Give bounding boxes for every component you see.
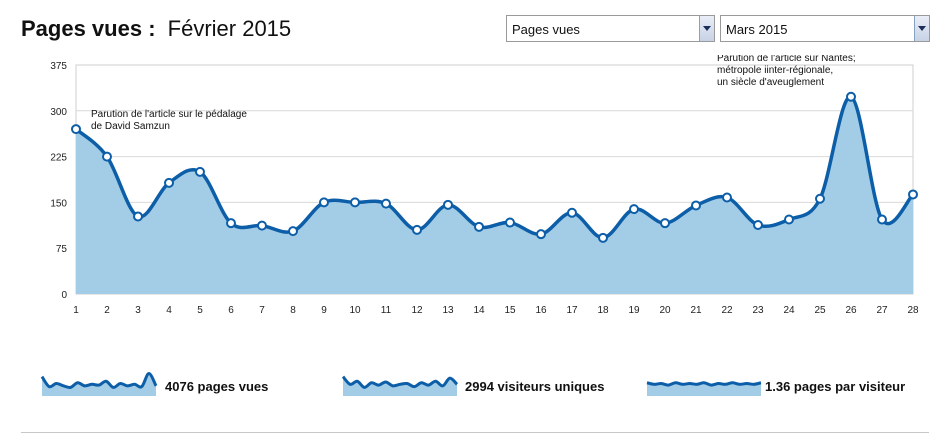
x-tick-label: 9 [321,305,327,316]
x-tick-label: 8 [290,305,296,316]
data-point [319,197,329,208]
pages-per-visitor-sparkline [646,381,762,396]
x-tick-label: 26 [845,305,857,316]
x-tick-label: 3 [135,305,141,316]
x-tick-label: 1 [73,305,79,316]
footer-divider [21,432,929,433]
x-tick-label: 13 [442,305,454,316]
annotation-text: métropole iinter-régionale, [717,65,833,76]
x-tick-label: 20 [659,305,671,316]
y-tick-label: 0 [61,290,67,301]
page-title-label: Pages vues : [21,16,156,41]
data-point [350,197,360,208]
data-point [877,214,887,225]
stat-pageviews-label: 4076 pages vues [165,379,269,394]
data-point [102,151,112,162]
chevron-down-icon [918,26,926,31]
data-point [846,91,856,102]
metric-select-dropdown-button[interactable] [699,16,714,41]
x-tick-label: 28 [907,305,919,316]
x-tick-label: 19 [628,305,640,316]
annotation-text: un siècle d'aveuglement [717,77,824,88]
x-tick-label: 14 [473,305,485,316]
y-tick-label: 150 [50,198,67,209]
x-tick-label: 21 [690,305,702,316]
data-point [412,224,422,235]
annotation-text: Parution de l'article sur le pédalage [91,109,247,120]
stat-visitors-label: 2994 visiteurs uniques [465,379,605,394]
page-title: Pages vues : Février 2015 [21,16,291,42]
y-tick-label: 75 [56,244,68,255]
data-point [784,214,794,225]
month-select-value: Mars 2015 [726,22,788,37]
data-point [660,218,670,229]
sparkline-line [646,381,762,387]
data-point [536,229,546,240]
page-title-month: Février 2015 [167,16,292,41]
x-tick-label: 16 [535,305,547,316]
data-point [629,204,639,215]
x-tick-label: 17 [566,305,578,316]
x-tick-label: 24 [783,305,795,316]
x-tick-label: 2 [104,305,110,316]
data-point [226,218,236,229]
data-point [164,177,174,188]
x-tick-label: 10 [349,305,361,316]
x-tick-label: 15 [504,305,516,316]
sparkline-area [647,382,761,396]
data-point [381,198,391,209]
data-point [257,220,267,231]
x-tick-label: 4 [166,305,172,316]
x-tick-label: 6 [228,305,234,316]
visitors-sparkline [341,375,459,396]
x-tick-label: 12 [411,305,423,316]
data-point [71,124,81,135]
annotation-text: de David Samzun [91,121,170,132]
sparkline-line [40,372,158,389]
data-point [908,189,918,200]
series-area [76,96,913,295]
data-point [567,207,577,218]
y-tick-label: 225 [50,153,67,164]
x-tick-label: 22 [721,305,733,316]
chevron-down-icon [703,26,711,31]
stat-pages-per-visitor-label: 1.36 pages par visiteur [765,379,906,394]
annotation-text: Parution de l'article sur Nantes; [717,55,856,64]
x-tick-label: 5 [197,305,203,316]
x-tick-label: 11 [381,305,392,316]
data-point [133,211,143,222]
data-point [815,193,825,204]
metric-select-value: Pages vues [512,22,580,37]
sparkline-area [343,376,457,396]
month-select-dropdown-button[interactable] [914,16,929,41]
data-point [505,217,515,228]
x-tick-label: 27 [876,305,888,316]
data-point [753,219,763,230]
y-tick-label: 375 [50,61,67,72]
data-point [195,166,205,177]
sparkline-line [341,375,459,389]
data-point [474,221,484,232]
y-tick-label: 300 [50,107,67,118]
x-tick-label: 7 [259,305,265,316]
x-tick-label: 23 [752,305,764,316]
data-point [288,226,298,237]
data-point [691,200,701,211]
metric-select[interactable]: Pages vues [506,15,715,42]
month-select[interactable]: Mars 2015 [720,15,930,42]
pageviews-sparkline [40,372,158,396]
data-point [722,192,732,203]
sparkline-area [42,373,156,396]
data-point [598,232,608,243]
x-tick-label: 18 [597,305,609,316]
data-point [443,199,453,210]
x-tick-label: 25 [814,305,826,316]
